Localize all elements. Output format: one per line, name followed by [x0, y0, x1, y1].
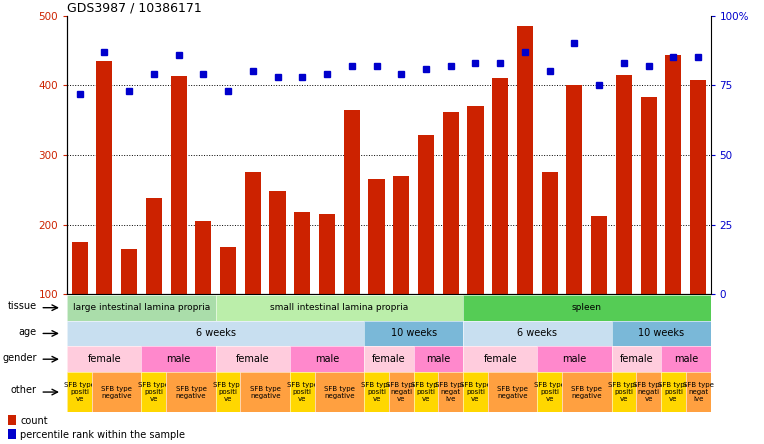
Text: female: female: [484, 354, 517, 364]
Bar: [517, 26, 533, 294]
Text: SFB type
positi
ve: SFB type positi ve: [658, 382, 689, 402]
Text: SFB type
negative: SFB type negative: [176, 385, 206, 399]
Text: SFB type
positi
ve: SFB type positi ve: [410, 382, 442, 402]
Text: SFB type
negative: SFB type negative: [250, 385, 280, 399]
Text: SFB type
negative: SFB type negative: [324, 385, 354, 399]
Bar: [344, 110, 360, 294]
Text: SFB type
positi
ve: SFB type positi ve: [534, 382, 565, 402]
Text: male: male: [167, 354, 191, 364]
Text: male: male: [426, 354, 451, 364]
Bar: [319, 214, 335, 294]
Bar: [418, 135, 434, 294]
Text: 10 weeks: 10 weeks: [390, 329, 437, 338]
Text: count: count: [20, 416, 48, 426]
Bar: [542, 172, 558, 294]
Text: female: female: [372, 354, 406, 364]
Text: female: female: [236, 354, 270, 364]
Text: SFB type
positi
ve: SFB type positi ve: [64, 382, 95, 402]
Bar: [566, 85, 582, 294]
Bar: [8, 429, 16, 440]
Bar: [170, 76, 186, 294]
Text: SFB type
positi
ve: SFB type positi ve: [286, 382, 318, 402]
Text: SFB type
positi
ve: SFB type positi ve: [608, 382, 639, 402]
Text: large intestinal lamina propria: large intestinal lamina propria: [73, 303, 210, 312]
Bar: [196, 221, 212, 294]
Bar: [244, 172, 261, 294]
Bar: [8, 415, 16, 425]
Text: small intestinal lamina propria: small intestinal lamina propria: [270, 303, 409, 312]
Text: 10 weeks: 10 weeks: [638, 329, 684, 338]
Text: 6 weeks: 6 weeks: [517, 329, 557, 338]
Text: tissue: tissue: [8, 301, 37, 311]
Bar: [368, 179, 384, 294]
Bar: [146, 198, 162, 294]
Bar: [121, 249, 137, 294]
Text: SFB type
positi
ve: SFB type positi ve: [361, 382, 392, 402]
Bar: [393, 176, 410, 294]
Text: SFB type
positi
ve: SFB type positi ve: [212, 382, 244, 402]
Text: SFB type
negative: SFB type negative: [102, 385, 132, 399]
Text: other: other: [11, 385, 37, 395]
Text: SFB type
negat
ive: SFB type negat ive: [435, 382, 466, 402]
Text: SFB type
negati
ve: SFB type negati ve: [386, 382, 416, 402]
Text: female: female: [620, 354, 653, 364]
Bar: [96, 61, 112, 294]
Text: male: male: [674, 354, 698, 364]
Bar: [616, 75, 632, 294]
Bar: [591, 216, 607, 294]
Text: gender: gender: [2, 353, 37, 363]
Text: SFB type
negative: SFB type negative: [571, 385, 602, 399]
Bar: [72, 242, 88, 294]
Text: SFB type
positi
ve: SFB type positi ve: [460, 382, 491, 402]
Bar: [468, 106, 484, 294]
Text: SFB type
negati
ve: SFB type negati ve: [633, 382, 664, 402]
Bar: [294, 212, 310, 294]
Text: SFB type
negat
ive: SFB type negat ive: [683, 382, 714, 402]
Text: GDS3987 / 10386171: GDS3987 / 10386171: [67, 1, 202, 14]
Text: age: age: [19, 327, 37, 337]
Bar: [690, 79, 706, 294]
Bar: [665, 55, 681, 294]
Text: SFB type
negative: SFB type negative: [497, 385, 528, 399]
Text: percentile rank within the sample: percentile rank within the sample: [20, 430, 185, 440]
Bar: [220, 247, 236, 294]
Bar: [492, 78, 508, 294]
Text: spleen: spleen: [571, 303, 602, 312]
Text: male: male: [562, 354, 587, 364]
Bar: [270, 191, 286, 294]
Text: SFB type
positi
ve: SFB type positi ve: [138, 382, 170, 402]
Bar: [442, 112, 458, 294]
Text: male: male: [315, 354, 339, 364]
Text: female: female: [88, 354, 121, 364]
Bar: [641, 97, 657, 294]
Text: 6 weeks: 6 weeks: [196, 329, 235, 338]
